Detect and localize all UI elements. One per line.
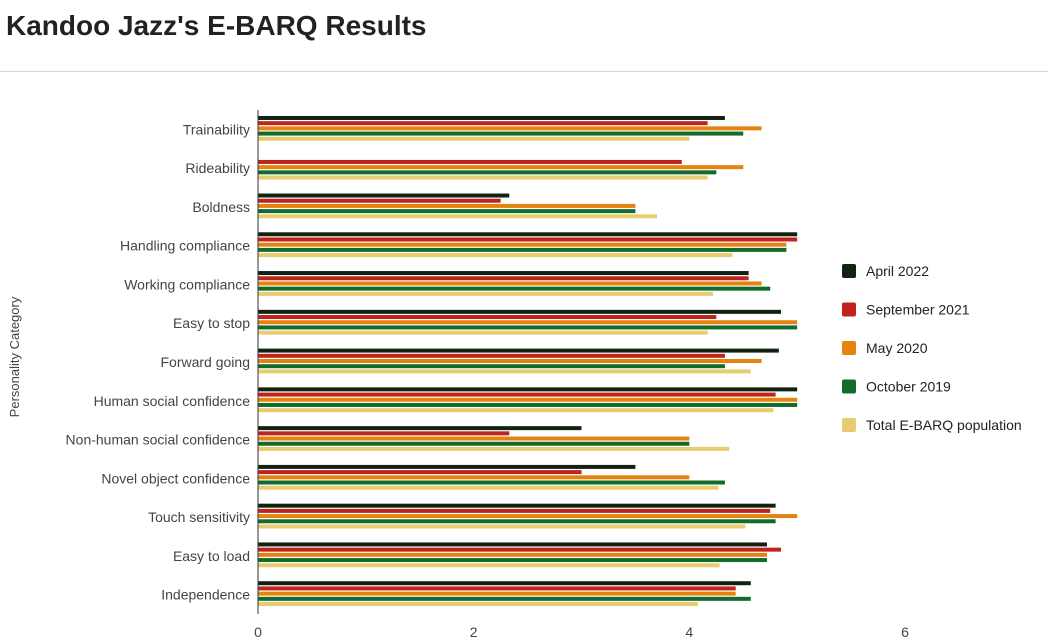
bar-rideability-october-2019 <box>258 170 717 175</box>
category-label: Handling compliance <box>120 238 250 254</box>
bar-forward-going-september-2021 <box>258 353 725 358</box>
x-tick-label: 4 <box>685 624 693 640</box>
legend-label-april-2022: April 2022 <box>866 263 929 279</box>
legend-label-total-e-barq-population: Total E-BARQ population <box>866 417 1022 433</box>
bar-independence-september-2021 <box>258 586 736 591</box>
legend-label-may-2020: May 2020 <box>866 340 928 356</box>
bar-non-human-social-confidence-october-2019 <box>258 441 690 446</box>
bar-human-social-confidence-may-2020 <box>258 397 798 402</box>
bar-easy-to-stop-total-e-barq-population <box>258 330 708 335</box>
category-label: Non-human social confidence <box>66 432 251 448</box>
category-label: Working compliance <box>124 276 250 292</box>
bar-handling-compliance-may-2020 <box>258 242 787 247</box>
bar-boldness-september-2021 <box>258 198 501 203</box>
bar-touch-sensitivity-april-2022 <box>258 503 776 508</box>
bar-working-compliance-total-e-barq-population <box>258 291 714 296</box>
bar-handling-compliance-september-2021 <box>258 237 798 242</box>
legend-swatch-april-2022 <box>842 264 856 278</box>
bar-rideability-september-2021 <box>258 159 682 164</box>
bar-forward-going-total-e-barq-population <box>258 369 751 374</box>
bar-easy-to-stop-may-2020 <box>258 320 798 325</box>
category-labels: Trainability Rideability Boldness Handling … <box>66 121 251 602</box>
bar-independence-october-2019 <box>258 596 751 601</box>
bar-trainability-october-2019 <box>258 131 744 136</box>
x-tick-label: 0 <box>254 624 262 640</box>
bar-handling-compliance-april-2022 <box>258 232 798 237</box>
bar-novel-object-confidence-september-2021 <box>258 470 582 475</box>
bar-forward-going-april-2022 <box>258 348 779 353</box>
category-label: Easy to load <box>173 548 250 564</box>
category-label: Novel object confidence <box>101 470 250 486</box>
bar-forward-going-may-2020 <box>258 359 762 363</box>
bar-novel-object-confidence-october-2019 <box>258 480 725 485</box>
legend-swatch-total-e-barq-population <box>842 418 856 432</box>
legend-swatch-october-2019 <box>842 379 856 394</box>
bar-human-social-confidence-total-e-barq-population <box>258 408 774 413</box>
category-label: Boldness <box>192 199 250 215</box>
bar-handling-compliance-total-e-barq-population <box>258 253 733 258</box>
x-tick-label: 6 <box>901 624 909 640</box>
bar-independence-may-2020 <box>258 591 736 596</box>
legend-swatch-may-2020 <box>842 341 856 355</box>
legend-swatch-september-2021 <box>842 302 856 317</box>
bar-non-human-social-confidence-may-2020 <box>258 436 690 441</box>
bar-boldness-october-2019 <box>258 209 636 214</box>
bar-boldness-total-e-barq-population <box>258 214 657 219</box>
category-label: Human social confidence <box>94 393 251 409</box>
bar-novel-object-confidence-may-2020 <box>258 475 690 480</box>
bar-human-social-confidence-september-2021 <box>258 392 776 397</box>
bar-easy-to-stop-september-2021 <box>258 315 717 320</box>
bar-easy-to-load-april-2022 <box>258 542 767 547</box>
bar-non-human-social-confidence-april-2022 <box>258 426 582 431</box>
category-label: Trainability <box>183 121 250 137</box>
bar-trainability-april-2022 <box>258 115 725 120</box>
bar-independence-total-e-barq-population <box>258 602 698 607</box>
bar-human-social-confidence-april-2022 <box>258 387 798 392</box>
bar-independence-april-2022 <box>258 581 751 586</box>
category-label: Easy to stop <box>173 315 250 331</box>
bar-trainability-total-e-barq-population <box>258 136 690 141</box>
page-title: Kandoo Jazz's E-BARQ Results <box>6 10 427 41</box>
category-label: Touch sensitivity <box>148 509 250 525</box>
bar-forward-going-october-2019 <box>258 364 725 369</box>
bar-working-compliance-october-2019 <box>258 286 771 291</box>
bar-easy-to-stop-october-2019 <box>258 325 798 330</box>
bar-novel-object-confidence-april-2022 <box>258 464 636 469</box>
category-label: Forward going <box>161 354 251 370</box>
bar-working-compliance-april-2022 <box>258 271 749 276</box>
bar-trainability-may-2020 <box>258 126 762 131</box>
bar-working-compliance-september-2021 <box>258 276 749 281</box>
bar-rideability-total-e-barq-population <box>258 175 708 180</box>
bar-boldness-may-2020 <box>258 203 636 208</box>
bar-touch-sensitivity-october-2019 <box>258 519 776 524</box>
bars-group <box>258 115 798 607</box>
bar-touch-sensitivity-september-2021 <box>258 508 771 513</box>
bar-easy-to-load-total-e-barq-population <box>258 563 720 568</box>
title-divider <box>0 71 1048 72</box>
legend: April 2022 September 2021 May 2020 October … <box>842 263 1022 433</box>
legend-label-october-2019: October 2019 <box>866 379 951 395</box>
bar-easy-to-stop-april-2022 <box>258 309 781 314</box>
category-label: Independence <box>161 587 250 603</box>
bar-non-human-social-confidence-total-e-barq-population <box>258 446 730 451</box>
bar-easy-to-load-september-2021 <box>258 547 781 552</box>
bar-novel-object-confidence-total-e-barq-population <box>258 485 719 490</box>
bar-human-social-confidence-october-2019 <box>258 402 798 407</box>
bar-touch-sensitivity-may-2020 <box>258 514 798 519</box>
bar-working-compliance-may-2020 <box>258 281 762 286</box>
bar-easy-to-load-may-2020 <box>258 552 767 557</box>
legend-label-september-2021: September 2021 <box>866 302 970 318</box>
bar-non-human-social-confidence-september-2021 <box>258 431 510 436</box>
x-tick-label: 2 <box>470 624 478 640</box>
category-label: Rideability <box>185 160 250 176</box>
bar-boldness-april-2022 <box>258 193 510 198</box>
bar-touch-sensitivity-total-e-barq-population <box>258 524 746 529</box>
bar-trainability-september-2021 <box>258 121 708 126</box>
bar-rideability-may-2020 <box>258 165 744 170</box>
x-tick-labels: 0 2 4 6 <box>254 624 909 640</box>
y-axis-label: Personality Category <box>7 296 22 417</box>
bar-easy-to-load-october-2019 <box>258 558 767 563</box>
bar-handling-compliance-october-2019 <box>258 247 787 252</box>
